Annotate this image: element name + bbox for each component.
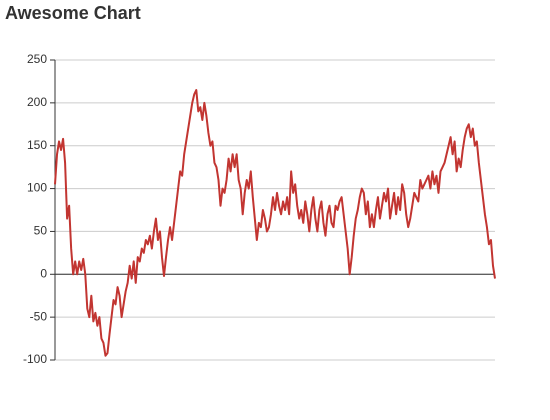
chart-title: Awesome Chart: [5, 3, 141, 23]
y-tick-label: -50: [30, 309, 48, 323]
y-tick-label: 200: [27, 95, 47, 109]
y-tick-label: 50: [34, 224, 48, 238]
y-tick-label: 100: [27, 181, 47, 195]
y-tick-label: 0: [40, 266, 47, 280]
data-line: [54, 89, 496, 357]
y-tick-label: 150: [27, 138, 47, 152]
y-tick-label: -100: [23, 352, 47, 366]
y-tick-label: 250: [27, 52, 47, 66]
